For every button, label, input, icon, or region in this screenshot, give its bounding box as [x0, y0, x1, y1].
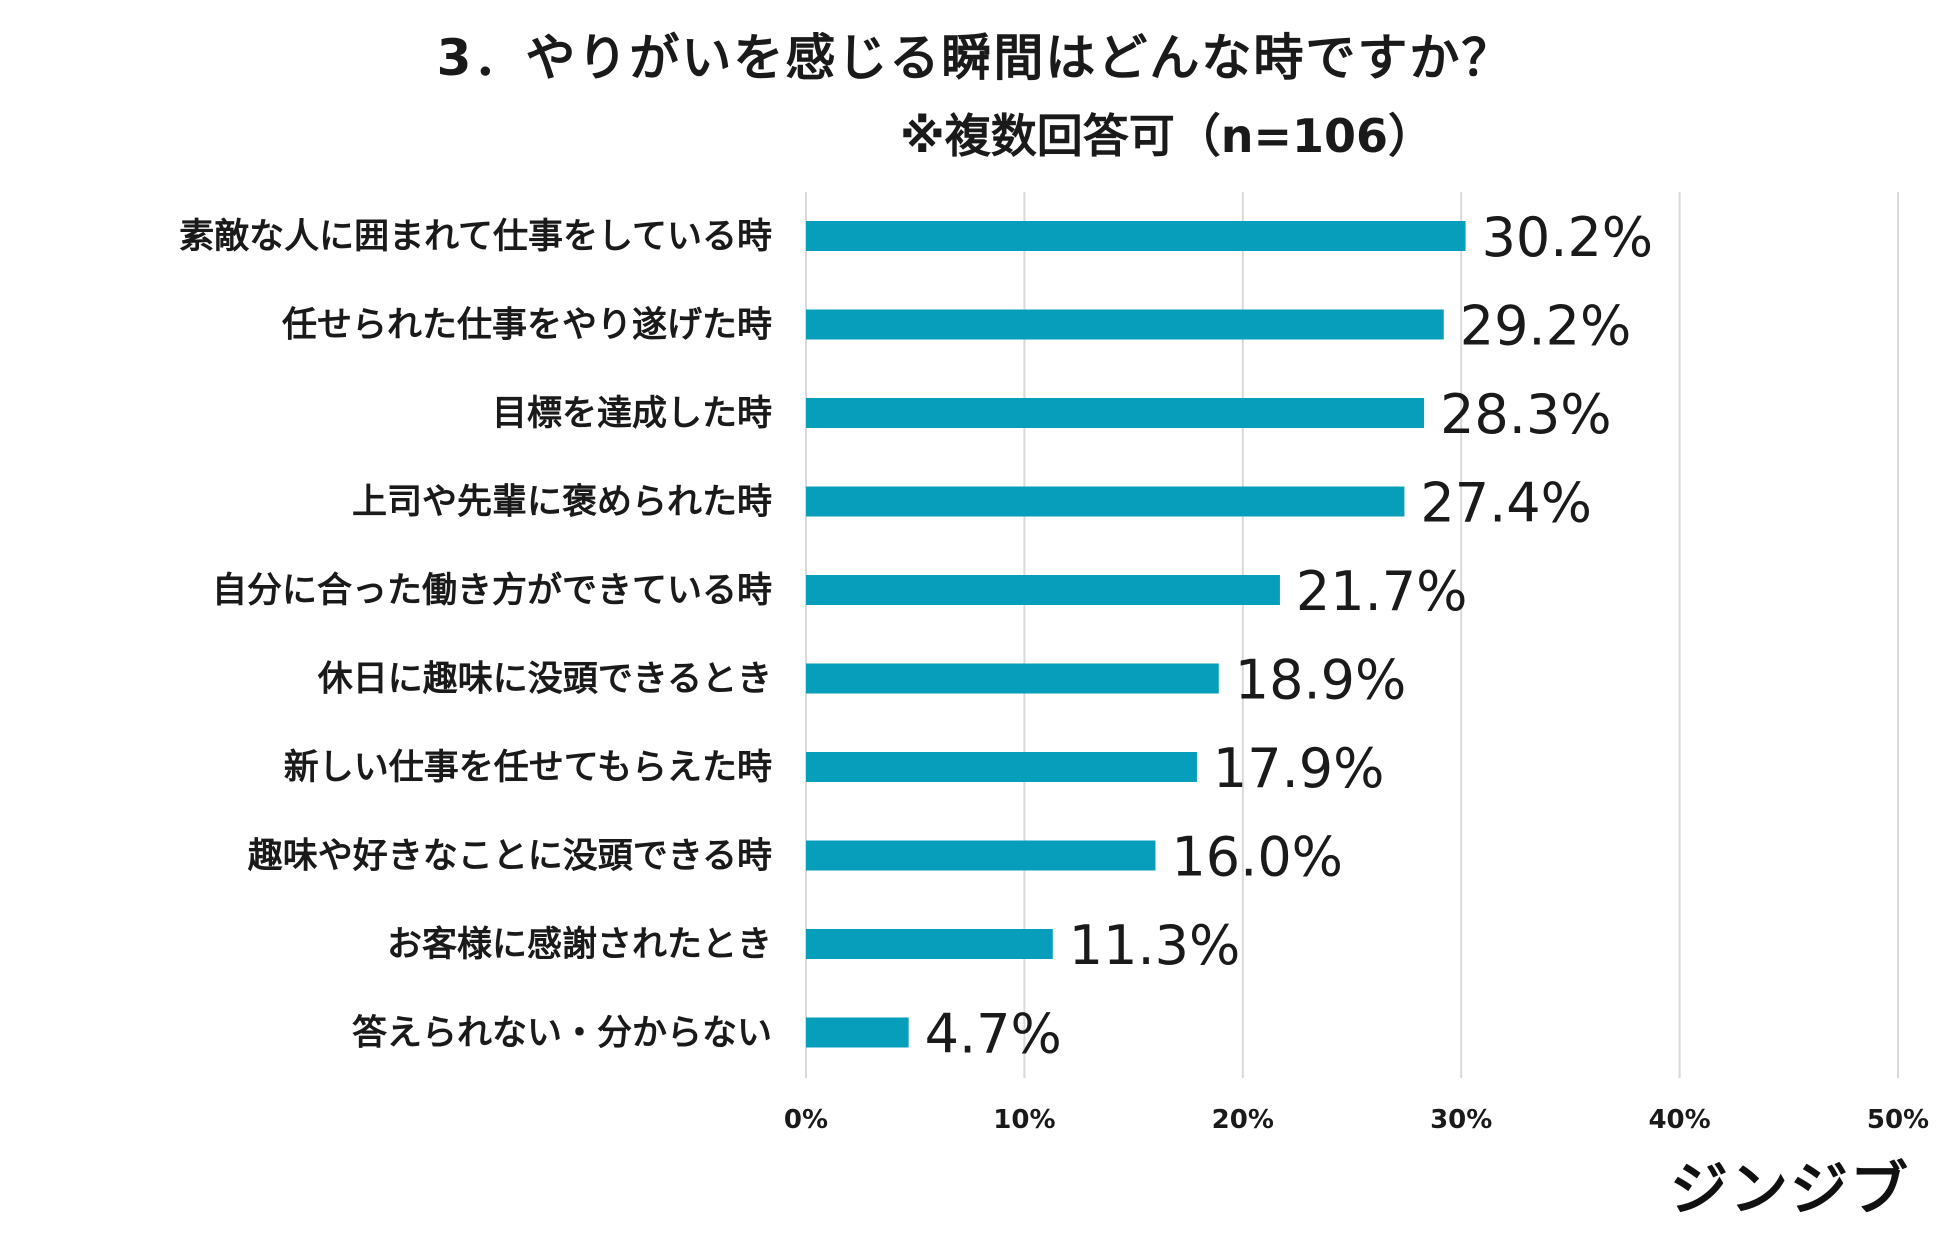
- bar: [806, 1017, 909, 1048]
- data-label: 29.2%: [1460, 295, 1632, 358]
- value-labels: 30.2% 29.2% 28.3% 27.4% 21.7% 18.9% 17.9% 16.0%…: [925, 206, 1653, 1066]
- bar: [806, 309, 1444, 340]
- category-label: 趣味や好きなことに没頭できる時: [248, 837, 772, 877]
- bars: [806, 221, 1466, 1048]
- data-label: 27.4%: [1420, 472, 1592, 535]
- x-tick-label: 50%: [1867, 1105, 1929, 1135]
- data-label: 11.3%: [1069, 914, 1241, 977]
- x-tick-label: 0%: [784, 1105, 828, 1135]
- category-label: 素敵な人に囲まれて仕事をしている時: [179, 217, 772, 257]
- brand-logo: ジンジブ: [1669, 1155, 1910, 1223]
- data-label: 30.2%: [1482, 206, 1654, 269]
- x-tick-label: 40%: [1648, 1105, 1710, 1135]
- bar: [806, 929, 1053, 959]
- x-axis-ticks: 0% 10% 20% 30% 40% 50%: [784, 1105, 1929, 1135]
- category-label: お客様に感謝されたとき: [387, 924, 772, 965]
- data-label: 21.7%: [1296, 560, 1468, 623]
- data-label: 28.3%: [1440, 383, 1612, 446]
- category-label: 目標を達成した時: [492, 394, 772, 434]
- grid-lines: [805, 192, 1899, 1078]
- category-label: 任せられた仕事をやり遂げた時: [282, 306, 772, 346]
- category-label: 上司や先輩に褒められた時: [352, 483, 772, 523]
- x-tick-label: 30%: [1430, 1105, 1492, 1135]
- chart-title: 3．やりがいを感じる瞬間はどんな時ですか？: [436, 29, 1514, 87]
- data-label: 18.9%: [1235, 649, 1407, 712]
- category-label: 休日に趣味に没頭できるとき: [317, 660, 772, 700]
- category-labels: 素敵な人に囲まれて仕事をしている時任せられた仕事をやり遂げた時目標を達成した時上…: [179, 217, 772, 1054]
- bar: [806, 221, 1466, 251]
- x-tick-label: 20%: [1212, 1105, 1274, 1135]
- category-label: 答えられない・分からない: [352, 1014, 772, 1054]
- bar: [806, 575, 1280, 605]
- bar: [806, 752, 1197, 782]
- category-label: 新しい仕事を任せてもらえた時: [284, 748, 772, 788]
- bar: [806, 398, 1425, 428]
- chart-subtitle: ※複数回答可（n=106）: [900, 109, 1435, 163]
- bar: [806, 663, 1219, 694]
- x-tick-label: 10%: [993, 1105, 1055, 1135]
- data-label: 16.0%: [1171, 826, 1343, 889]
- bar: [806, 840, 1156, 871]
- category-label: 自分に合った働き方ができている時: [212, 571, 772, 611]
- data-label: 17.9%: [1213, 737, 1385, 800]
- bar: [806, 486, 1405, 517]
- data-label: 4.7%: [925, 1003, 1062, 1066]
